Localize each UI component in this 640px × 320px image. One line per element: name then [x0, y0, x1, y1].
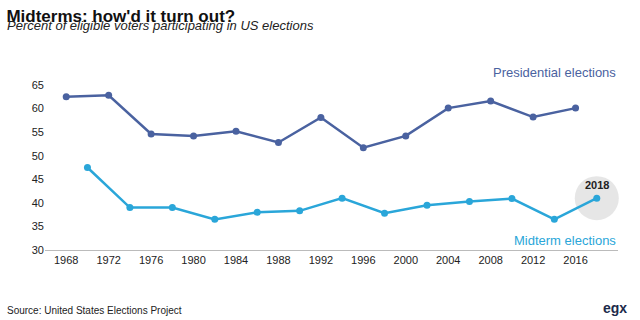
- svg-text:1976: 1976: [139, 254, 163, 266]
- svg-text:2012: 2012: [521, 254, 545, 266]
- svg-text:2018: 2018: [585, 179, 609, 191]
- svg-text:50: 50: [32, 150, 44, 162]
- svg-text:1968: 1968: [54, 254, 78, 266]
- svg-text:egx: egx: [603, 300, 627, 316]
- svg-text:1988: 1988: [266, 254, 290, 266]
- svg-text:55: 55: [32, 126, 44, 138]
- svg-text:1972: 1972: [96, 254, 120, 266]
- svg-text:Midterm elections: Midterm elections: [514, 233, 616, 248]
- svg-text:65: 65: [32, 79, 44, 91]
- svg-text:60: 60: [32, 102, 44, 114]
- svg-text:30: 30: [32, 244, 44, 256]
- svg-text:Midterms: how'd it turn out?: Midterms: how'd it turn out?: [6, 7, 235, 26]
- svg-text:40: 40: [32, 197, 44, 209]
- svg-text:35: 35: [32, 220, 44, 232]
- svg-text:2016: 2016: [563, 254, 587, 266]
- svg-text:2000: 2000: [394, 254, 418, 266]
- svg-text:1992: 1992: [309, 254, 333, 266]
- svg-text:2004: 2004: [436, 254, 460, 266]
- svg-text:1984: 1984: [224, 254, 248, 266]
- svg-text:1980: 1980: [181, 254, 205, 266]
- svg-text:Presidential elections: Presidential elections: [493, 65, 616, 80]
- svg-text:1996: 1996: [351, 254, 375, 266]
- svg-text:Percent of eligible voters par: Percent of eligible voters participating…: [7, 18, 314, 33]
- svg-text:45: 45: [32, 173, 44, 185]
- svg-text:Source: United States Election: Source: United States Elections Project: [7, 305, 182, 316]
- svg-text:2008: 2008: [478, 254, 502, 266]
